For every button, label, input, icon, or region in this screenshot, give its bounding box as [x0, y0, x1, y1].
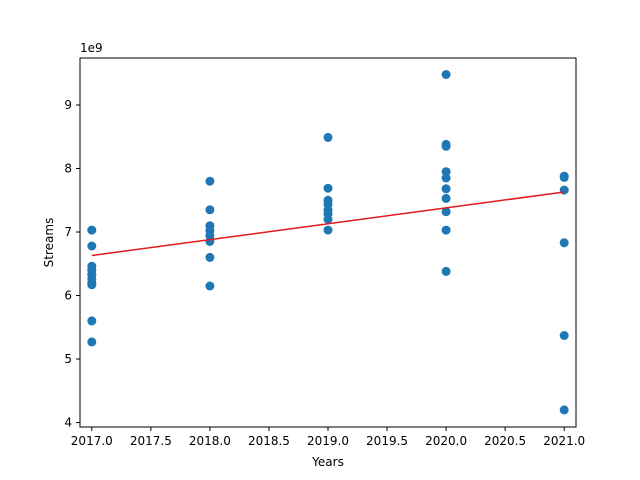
x-tick-label: 2020.0 [425, 434, 467, 448]
scatter-point [205, 281, 215, 291]
scatter-point [441, 167, 451, 177]
scatter-point [87, 280, 97, 290]
y-tick-label: 4 [64, 416, 72, 430]
plot-marks [87, 70, 569, 415]
scatter-point [441, 193, 451, 203]
scatter-point [205, 237, 215, 246]
x-tick-label: 2021.0 [543, 434, 585, 448]
x-tick-label: 2018.5 [248, 434, 290, 448]
scatter-point [87, 316, 97, 326]
y-tick-label: 9 [64, 98, 72, 112]
y-tick-label: 6 [64, 289, 72, 303]
scatter-point [323, 225, 333, 235]
scatter-point [441, 207, 451, 217]
scatter-point [87, 241, 97, 251]
scatter-point [323, 132, 333, 142]
y-axis-offset-label: 1e9 [80, 41, 103, 55]
scatter-point [205, 205, 215, 215]
scatter-point [205, 176, 215, 186]
x-tick-label: 2019.0 [307, 434, 349, 448]
scatter-point [441, 225, 451, 235]
scatter-point [559, 172, 569, 182]
scatter-point [205, 252, 215, 262]
scatter-point [87, 337, 97, 347]
scatter-point [559, 331, 569, 340]
y-tick-label: 8 [64, 162, 72, 176]
scatter-point [441, 266, 451, 276]
scatter-point [441, 184, 451, 194]
scatter-point [441, 141, 451, 151]
scatter-point [441, 70, 451, 79]
scatter-point [87, 225, 97, 235]
x-tick-label: 2017.0 [71, 434, 113, 448]
x-tick-label: 2020.5 [484, 434, 526, 448]
scatter-point [559, 238, 569, 248]
trend-line [91, 191, 565, 257]
y-axis-ticks: 4 5 6 7 8 9 [64, 98, 80, 430]
scatter-point [441, 173, 451, 183]
x-axis-ticks: 2017.0 2017.5 2018.0 2018.5 2019.0 2019.5 2020… [71, 427, 585, 448]
x-tick-label: 2017.5 [130, 434, 172, 448]
scatter-point [323, 214, 333, 224]
scatter-point [559, 405, 569, 415]
y-tick-label: 7 [64, 225, 72, 239]
scatter-point [559, 185, 569, 195]
y-tick-label: 5 [64, 352, 72, 366]
x-tick-label: 2019.5 [366, 434, 408, 448]
x-tick-label: 2018.0 [189, 434, 231, 448]
scatter-point [323, 183, 333, 193]
x-axis-label: Years [311, 455, 344, 469]
y-axis-label: Streams [42, 218, 56, 268]
